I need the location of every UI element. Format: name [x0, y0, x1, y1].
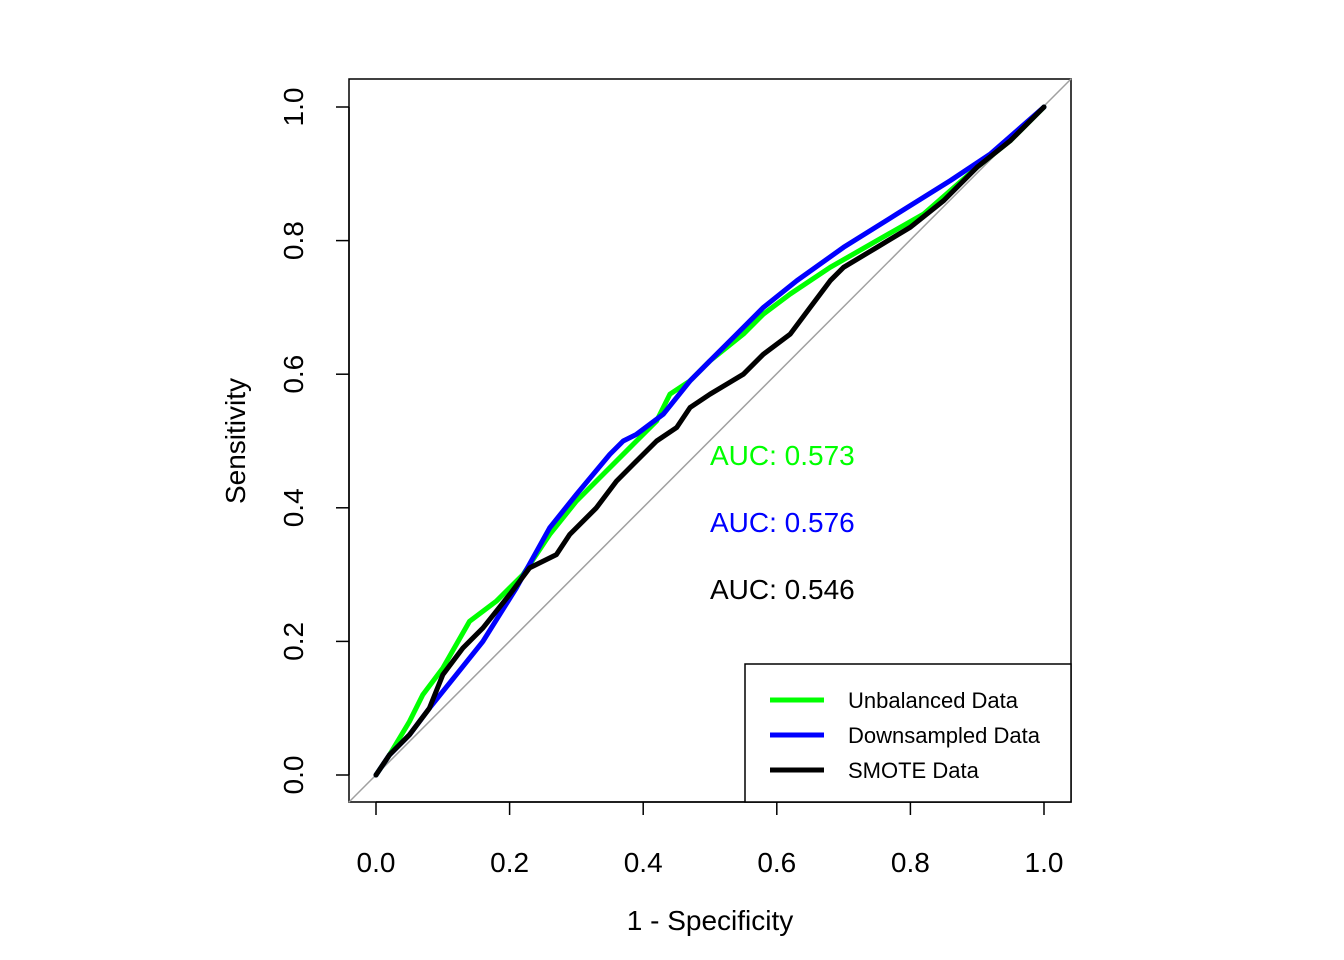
auc-label-0: AUC: 0.573 — [710, 440, 855, 471]
x-axis-title: 1 - Specificity — [627, 905, 794, 936]
y-tick-label: 0.2 — [278, 622, 309, 661]
x-tick-label: 0.8 — [891, 847, 930, 878]
legend-label-1: Downsampled Data — [848, 723, 1041, 748]
legend-label-0: Unbalanced Data — [848, 688, 1019, 713]
series-line-1 — [373, 104, 1047, 778]
diagonal-reference-line — [348, 78, 1072, 803]
series-line-2 — [373, 104, 1047, 778]
legend-label-2: SMOTE Data — [848, 758, 980, 783]
y-tick-label: 0.6 — [278, 355, 309, 394]
y-tick-label: 0.8 — [278, 221, 309, 260]
x-tick-label: 1.0 — [1025, 847, 1064, 878]
x-tick-label: 0.0 — [357, 847, 396, 878]
y-tick-label: 0.0 — [278, 756, 309, 795]
plot-area: 0.0 0.2 0.4 0.6 0.8 1.0 0.0 0.2 0.4 0.6 0.8 1.0 1 - … — [220, 78, 1072, 936]
x-tick-label: 0.4 — [624, 847, 663, 878]
auc-label-2: AUC: 0.546 — [710, 574, 855, 605]
y-tick-label: 0.4 — [278, 488, 309, 527]
x-tick-label: 0.6 — [757, 847, 796, 878]
y-axis-title: Sensitivity — [220, 378, 251, 504]
y-tick-label: 1.0 — [278, 88, 309, 127]
x-tick-label: 0.2 — [490, 847, 529, 878]
auc-label-1: AUC: 0.576 — [710, 507, 855, 538]
